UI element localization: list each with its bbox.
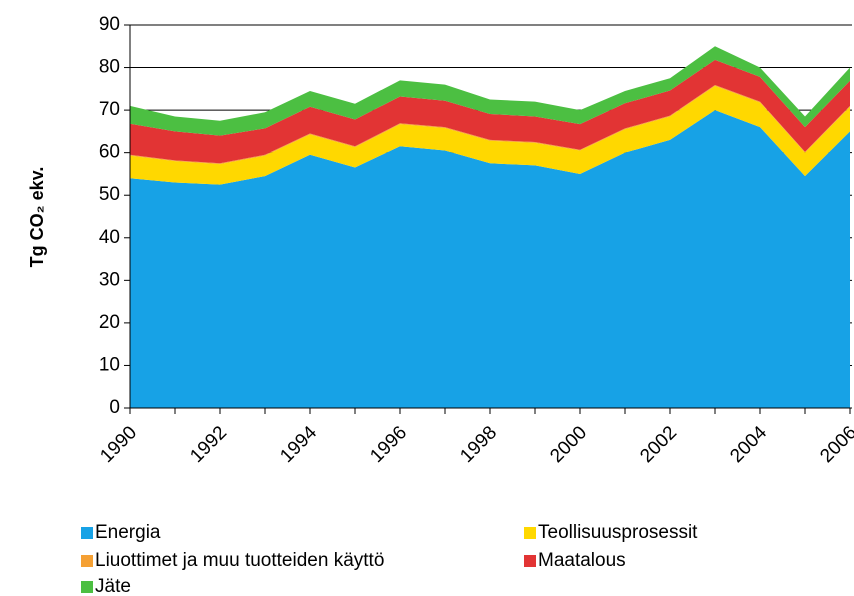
area (130, 59, 850, 164)
x-tick-label: 2000 (546, 422, 591, 467)
x-tick-label: 2006 (816, 422, 854, 467)
legend-label: Energia (95, 522, 161, 543)
x-tick-label: 2002 (636, 422, 681, 467)
y-tick-label: 60 (99, 142, 120, 163)
area (130, 110, 850, 408)
y-tick-label: 10 (99, 354, 120, 375)
x-tick-label: 1992 (186, 422, 231, 467)
legend-label: Teollisuusprosessit (538, 522, 698, 543)
legend-label: Liuottimet ja muu tuotteiden käyttö (95, 550, 384, 571)
y-tick-label: 20 (99, 312, 120, 333)
y-tick-label: 0 (109, 397, 120, 418)
x-tick-label: 1990 (96, 422, 141, 467)
x-tick-label: 2004 (726, 422, 771, 467)
x-tick-label: 1996 (366, 422, 411, 467)
legend-swatch (524, 527, 536, 539)
area (130, 46, 850, 136)
x-tick-label: 1998 (456, 422, 501, 467)
legend-label: Jäte (95, 576, 131, 596)
legend-swatch (81, 555, 93, 567)
y-tick-label: 70 (99, 99, 120, 120)
legend-swatch (81, 581, 93, 593)
legend-label: Maatalous (538, 550, 626, 571)
y-tick-label: 40 (99, 227, 120, 248)
x-tick-label: 1994 (276, 422, 321, 467)
y-tick-label: 80 (99, 57, 120, 78)
y-axis-label: Tg CO₂ ekv. (27, 167, 47, 268)
y-tick-label: 90 (99, 14, 120, 35)
legend-swatch (524, 555, 536, 567)
area (130, 85, 850, 185)
y-tick-label: 30 (99, 269, 120, 290)
y-tick-label: 50 (99, 184, 120, 205)
legend-swatch (81, 527, 93, 539)
